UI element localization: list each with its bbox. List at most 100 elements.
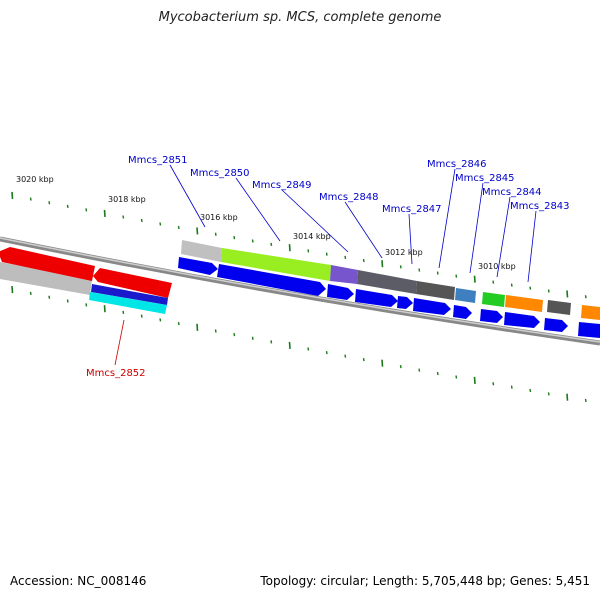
gene-label: Mmcs_2852: [86, 368, 146, 379]
scale-label: 3020 kbp: [16, 175, 54, 184]
leader-line: [527, 210, 537, 283]
scale-label: 3018 kbp: [108, 195, 146, 204]
minor-tick: [325, 252, 328, 256]
leader-line: [281, 189, 349, 253]
minor-tick: [233, 333, 236, 337]
minor-tick: [66, 299, 69, 303]
scale-label: 3010 kbp: [478, 262, 516, 271]
cds-forward-arrow: [355, 289, 398, 307]
gene-label: Mmcs_2849: [252, 180, 312, 191]
minor-tick: [177, 225, 180, 230]
minor-tick: [362, 258, 365, 263]
gene-label: Mmcs_2848: [319, 192, 379, 203]
cds-forward-arrow: [578, 322, 600, 338]
major-tick: [11, 285, 14, 294]
major-tick: [196, 227, 199, 235]
gene-leader-lines: [169, 164, 537, 283]
genome-backbone-highlight: [0, 237, 600, 343]
cds-forward-arrow: [327, 284, 354, 300]
minor-tick: [307, 249, 310, 253]
gene-label: Mmcs_2851: [128, 155, 188, 166]
leader-line-red: [114, 319, 125, 366]
minor-tick: [455, 274, 458, 278]
minor-tick: [270, 340, 273, 344]
feature-gray-left: [0, 262, 92, 295]
cds-reverse-arrow: [93, 268, 172, 298]
cds-reverse-arrow: [0, 247, 95, 281]
minor-tick: [307, 347, 310, 351]
major-tick: [473, 376, 476, 384]
minor-tick: [436, 271, 439, 275]
cds-forward-arrow: [217, 264, 326, 296]
minor-tick: [140, 218, 143, 223]
minor-tick: [344, 255, 347, 259]
cds-forward-arrow: [544, 318, 568, 332]
minor-tick: [140, 314, 143, 318]
minor-tick: [399, 265, 402, 269]
gene-label: Mmcs_2844: [482, 187, 542, 198]
feature-dark: [357, 270, 417, 294]
minor-tick: [399, 365, 402, 369]
minor-tick: [48, 201, 51, 205]
minor-tick: [510, 385, 513, 389]
major-tick: [196, 323, 199, 331]
minor-tick: [251, 336, 254, 340]
feature-green: [221, 248, 331, 281]
minor-tick: [270, 242, 273, 246]
leader-line: [408, 213, 413, 265]
minor-tick: [547, 392, 550, 396]
feature-dark: [547, 300, 571, 315]
gene-label: Mmcs_2850: [190, 168, 250, 179]
cds-forward-arrow: [453, 305, 472, 319]
leader-line: [235, 177, 281, 242]
major-tick: [381, 359, 384, 367]
minor-tick: [122, 215, 125, 219]
minor-tick: [529, 286, 532, 290]
feature-cds-blue-stripe: [91, 284, 168, 305]
scale-label: 3012 kbp: [385, 248, 423, 257]
minor-tick: [455, 375, 458, 379]
minor-tick: [122, 310, 125, 315]
major-tick: [103, 209, 106, 218]
minor-tick: [362, 358, 365, 362]
minor-tick: [29, 291, 32, 295]
map-title: Mycobacterium sp. MCS, complete genome: [158, 10, 442, 25]
leader-line: [169, 164, 206, 228]
scale-label: 3016 kbp: [200, 213, 238, 222]
minor-tick: [251, 239, 254, 243]
minor-tick: [29, 197, 32, 201]
genome-summary-text: Topology: circular; Length: 5,705,448 bp…: [260, 574, 590, 588]
major-tick: [566, 393, 569, 401]
minor-tick: [510, 283, 513, 287]
minor-tick: [85, 303, 88, 307]
cds-forward-arrow: [480, 309, 503, 323]
minor-tick: [214, 329, 217, 333]
major-tick: [566, 290, 569, 298]
feature-steelblue: [455, 288, 476, 303]
gene-label: Mmcs_2846: [427, 159, 487, 170]
gene-label: Mmcs_2843: [510, 201, 570, 212]
feature-orange: [505, 295, 543, 312]
minor-tick: [492, 280, 495, 284]
minor-tick: [547, 289, 550, 293]
minor-tick: [233, 236, 236, 240]
major-tick: [103, 305, 106, 313]
minor-tick: [529, 388, 532, 393]
cds-forward-track: [178, 257, 600, 338]
minor-tick: [159, 222, 162, 226]
cds-forward-arrow: [397, 296, 413, 309]
minor-tick: [48, 295, 51, 299]
minor-tick: [492, 382, 495, 386]
minor-tick: [325, 350, 328, 355]
minor-tick: [344, 354, 347, 358]
minor-tick: [214, 232, 217, 236]
minor-tick: [159, 318, 162, 322]
major-tick: [381, 260, 384, 268]
minor-tick: [584, 295, 587, 299]
accession-text: Accession: NC_008146: [10, 574, 147, 588]
minor-tick: [418, 268, 421, 272]
feature-green: [482, 292, 505, 307]
feature-cds-cyan-stripe: [89, 292, 167, 314]
minor-tick: [177, 321, 180, 326]
